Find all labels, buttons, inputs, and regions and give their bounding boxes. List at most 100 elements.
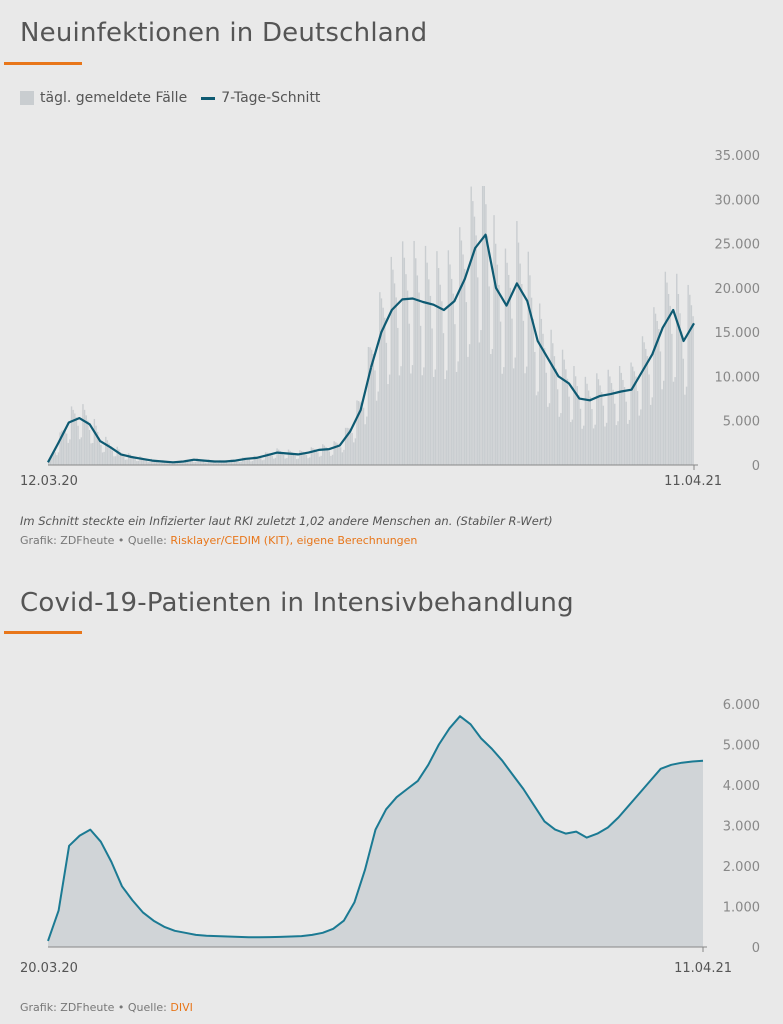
daily-case-bar [529, 275, 531, 465]
y-tick-label: 0 [752, 459, 760, 474]
chart1-accent-bar [4, 62, 82, 65]
daily-case-bar [108, 443, 110, 465]
daily-case-bar [250, 461, 252, 465]
daily-case-bar [109, 446, 112, 465]
daily-case-bar [300, 450, 303, 465]
daily-case-bar [75, 417, 78, 465]
daily-case-bar [72, 409, 74, 465]
daily-case-bar [139, 456, 141, 465]
daily-case-bar [558, 416, 560, 465]
daily-case-bar [556, 389, 559, 465]
daily-case-bar [116, 446, 118, 465]
daily-case-bar [263, 459, 265, 465]
daily-case-bar [387, 384, 389, 465]
daily-case-bar [326, 448, 329, 465]
daily-case-bar [198, 458, 200, 465]
daily-case-bar [375, 400, 378, 465]
daily-case-bar [592, 428, 595, 465]
daily-case-bar [113, 456, 115, 465]
daily-case-bar [460, 240, 463, 465]
daily-case-bar [273, 458, 275, 465]
daily-case-bar [532, 318, 534, 465]
daily-case-bar [511, 318, 513, 465]
daily-case-bar [359, 402, 361, 465]
daily-case-bar [444, 379, 446, 465]
daily-case-bar [106, 440, 109, 465]
daily-case-bar [204, 462, 206, 465]
y-tick-label: 0 [752, 941, 760, 956]
daily-case-bar [602, 405, 605, 465]
y-tick-label: 5.000 [723, 739, 760, 754]
chart1-source-link[interactable]: Risklayer/CEDIM (KIT), eigene Berechnung… [170, 534, 418, 547]
daily-case-bar [90, 443, 92, 465]
chart1-svg: 0 5.000 10.000 15.000 20.000 25.000 30.000 35.0… [20, 149, 761, 489]
daily-case-bar [230, 459, 233, 465]
daily-case-bar [658, 329, 660, 465]
daily-case-bar [207, 459, 210, 465]
chart2-svg: 0 1.000 2.000 3.000 4.000 5.000 6.000 20.03.20 1… [20, 698, 760, 976]
daily-case-bar [225, 461, 228, 465]
daily-case-bar [281, 452, 283, 465]
daily-case-bar [640, 409, 642, 465]
x-start-label: 20.03.20 [20, 961, 78, 976]
daily-case-bar [403, 257, 406, 465]
daily-case-bar [222, 460, 224, 465]
daily-case-bar [508, 274, 510, 465]
daily-case-bar [313, 448, 316, 465]
daily-case-bar [211, 460, 213, 465]
y-tick-label: 15.000 [715, 326, 761, 341]
daily-case-bar [346, 427, 348, 465]
daily-case-bar [351, 432, 353, 465]
seven-day-average-line [369, 233, 695, 402]
daily-case-bar [514, 357, 516, 465]
daily-case-bar [59, 432, 61, 465]
daily-case-bar [478, 342, 481, 465]
daily-case-bar [384, 317, 386, 465]
daily-case-bar [282, 454, 285, 465]
daily-case-bar [597, 379, 600, 465]
daily-case-bar [671, 333, 673, 465]
daily-case-bar [483, 186, 485, 465]
daily-case-bar [181, 463, 184, 465]
daily-case-bar [632, 366, 634, 465]
daily-case-bar [446, 370, 448, 465]
daily-case-bar [576, 386, 578, 465]
daily-case-bar [349, 428, 352, 465]
daily-case-bar [325, 446, 327, 465]
daily-case-bar [423, 367, 425, 465]
chart2-source-link[interactable]: DIVI [170, 1001, 193, 1014]
daily-case-bar [155, 460, 158, 465]
daily-case-bar [684, 394, 686, 465]
daily-case-bar [199, 459, 202, 465]
daily-case-bar [287, 449, 290, 465]
daily-case-bar [136, 461, 138, 465]
daily-case-bar [488, 286, 490, 465]
daily-case-bar [185, 459, 187, 465]
daily-case-bar [369, 347, 371, 465]
daily-case-bar [242, 457, 244, 465]
daily-case-bar [609, 376, 611, 465]
daily-case-bar [570, 422, 572, 465]
y-tick-label: 6.000 [723, 698, 760, 713]
daily-case-bar [645, 348, 647, 465]
daily-case-bar [131, 455, 133, 465]
y-tick-label: 3.000 [723, 820, 760, 835]
daily-case-bar [227, 462, 229, 465]
daily-case-bar [175, 461, 177, 465]
daily-case-bar [419, 325, 422, 465]
daily-case-bar [214, 461, 216, 465]
daily-case-bar [356, 400, 358, 465]
daily-case-bar [124, 459, 127, 465]
daily-case-bar [294, 455, 296, 465]
daily-case-bar [307, 458, 309, 465]
daily-case-bar [477, 277, 479, 465]
daily-case-bar [212, 461, 215, 465]
daily-case-bar [395, 297, 397, 465]
daily-case-bar [253, 455, 255, 465]
daily-case-bar [472, 201, 474, 466]
daily-case-bar [271, 455, 273, 465]
daily-case-bar [584, 376, 587, 465]
daily-case-bar [599, 385, 601, 465]
daily-case-bar [481, 186, 484, 465]
daily-case-bar [65, 433, 68, 465]
